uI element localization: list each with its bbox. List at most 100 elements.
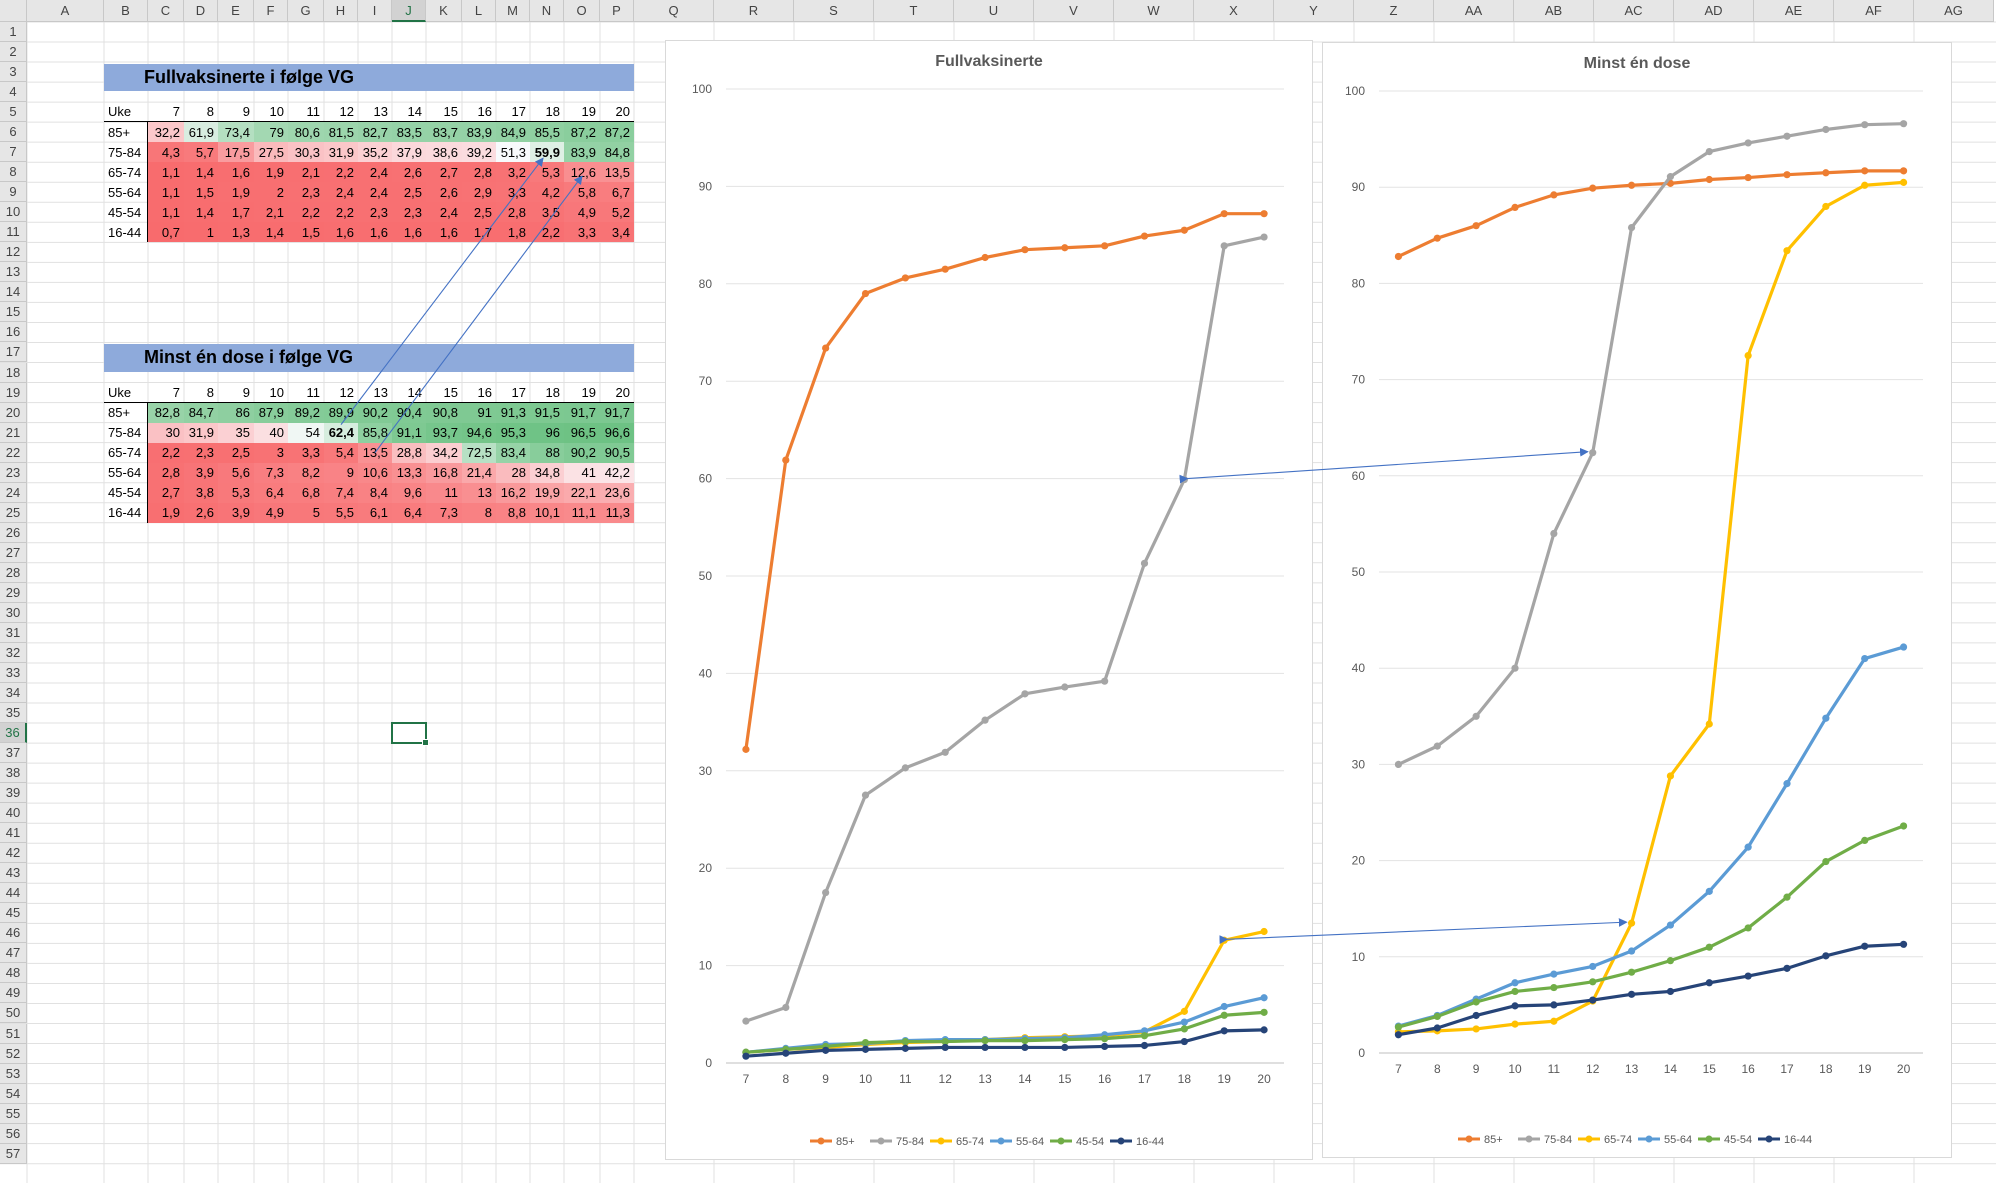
- week-header-cell[interactable]: 20: [600, 383, 634, 403]
- value-cell[interactable]: 73,4: [218, 122, 254, 143]
- data-point[interactable]: [1101, 242, 1109, 250]
- data-point[interactable]: [1899, 822, 1908, 830]
- data-point[interactable]: [1899, 643, 1908, 651]
- value-cell[interactable]: 2,6: [392, 162, 426, 183]
- row-header[interactable]: 21: [0, 422, 27, 443]
- value-cell[interactable]: 5,2: [600, 202, 634, 223]
- row-header[interactable]: 51: [0, 1023, 27, 1044]
- row-header[interactable]: 53: [0, 1063, 27, 1084]
- column-header[interactable]: AA: [1434, 0, 1514, 22]
- row-header[interactable]: 45: [0, 903, 27, 924]
- data-point[interactable]: [1394, 1031, 1403, 1039]
- data-point[interactable]: [1589, 978, 1597, 986]
- series-line-16-44[interactable]: [745, 1028, 1265, 1058]
- column-header[interactable]: U: [954, 0, 1034, 22]
- value-cell[interactable]: 3,8: [184, 482, 218, 503]
- data-point[interactable]: [1140, 232, 1149, 240]
- chart-fullvaksinerte[interactable]: Fullvaksinerte 0 10 20 30 40 50 60 70 80 90 100 7 8 9…: [665, 40, 1313, 1160]
- column-header[interactable]: J: [392, 0, 426, 22]
- value-cell[interactable]: 3,3: [288, 442, 324, 463]
- value-cell[interactable]: 2,9: [462, 182, 496, 203]
- value-cell[interactable]: 62,4: [324, 422, 358, 443]
- row-header[interactable]: 22: [0, 442, 27, 463]
- data-point[interactable]: [1021, 1043, 1029, 1052]
- value-cell[interactable]: 1,7: [218, 202, 254, 223]
- value-cell[interactable]: 89,9: [324, 402, 358, 423]
- value-cell[interactable]: 72,5: [462, 442, 496, 463]
- row-header[interactable]: 52: [0, 1043, 27, 1064]
- column-header[interactable]: AC: [1594, 0, 1674, 22]
- column-header[interactable]: AB: [1514, 0, 1594, 22]
- row-header[interactable]: 39: [0, 783, 27, 804]
- value-cell[interactable]: 2,4: [426, 202, 462, 223]
- value-cell[interactable]: 91: [462, 402, 496, 423]
- value-cell[interactable]: 41: [564, 462, 600, 483]
- age-group-label[interactable]: 85+: [104, 402, 148, 423]
- value-cell[interactable]: 81,5: [324, 122, 358, 143]
- data-point[interactable]: [941, 265, 949, 273]
- data-point[interactable]: [1666, 987, 1675, 996]
- value-cell[interactable]: 4,2: [530, 182, 564, 203]
- column-header[interactable]: L: [462, 0, 496, 22]
- row-header[interactable]: 43: [0, 863, 27, 884]
- legend-item[interactable]: 85+: [810, 1136, 855, 1148]
- data-point[interactable]: [1705, 979, 1713, 987]
- value-cell[interactable]: 5,7: [184, 142, 218, 163]
- value-cell[interactable]: 83,9: [564, 142, 600, 163]
- row-header[interactable]: 46: [0, 923, 27, 944]
- value-cell[interactable]: 11,3: [600, 502, 634, 523]
- data-point[interactable]: [1061, 683, 1069, 691]
- value-cell[interactable]: 94,6: [462, 422, 496, 443]
- value-cell[interactable]: 2,7: [148, 482, 184, 503]
- data-point[interactable]: [1511, 203, 1519, 212]
- data-point[interactable]: [742, 1052, 750, 1060]
- column-header[interactable]: H: [324, 0, 358, 22]
- column-header[interactable]: K: [426, 0, 462, 22]
- value-cell[interactable]: 88: [530, 442, 564, 463]
- value-cell[interactable]: 83,9: [462, 122, 496, 143]
- data-point[interactable]: [1783, 964, 1791, 972]
- row-header[interactable]: 50: [0, 1003, 27, 1024]
- row-header[interactable]: 11: [0, 222, 27, 243]
- row-header[interactable]: 10: [0, 202, 27, 223]
- column-header[interactable]: R: [714, 0, 794, 22]
- data-point[interactable]: [1822, 952, 1830, 960]
- row-header[interactable]: 31: [0, 622, 27, 643]
- row-header[interactable]: 23: [0, 462, 27, 483]
- value-cell[interactable]: 2,5: [392, 182, 426, 203]
- value-cell[interactable]: 6,4: [254, 482, 288, 503]
- value-cell[interactable]: 1,1: [148, 162, 184, 183]
- value-cell[interactable]: 79: [254, 122, 288, 143]
- value-cell[interactable]: 87,9: [254, 402, 288, 423]
- value-cell[interactable]: 8,2: [288, 462, 324, 483]
- value-cell[interactable]: 90,8: [426, 402, 462, 423]
- data-point[interactable]: [1472, 222, 1480, 230]
- column-header[interactable]: C: [148, 0, 184, 22]
- table-title[interactable]: Fullvaksinerte i følge VG: [104, 64, 634, 92]
- row-header[interactable]: 5: [0, 102, 27, 123]
- value-cell[interactable]: 80,6: [288, 122, 324, 143]
- legend-item[interactable]: 55-64: [1638, 1134, 1692, 1146]
- data-point[interactable]: [1744, 351, 1752, 360]
- data-point[interactable]: [1861, 654, 1869, 663]
- value-cell[interactable]: 3,4: [600, 222, 634, 243]
- value-cell[interactable]: 84,8: [600, 142, 634, 163]
- series-line-45-54[interactable]: [745, 1010, 1265, 1054]
- value-cell[interactable]: 2,6: [184, 502, 218, 523]
- data-point[interactable]: [861, 1045, 870, 1053]
- column-header[interactable]: Y: [1274, 0, 1354, 22]
- column-header[interactable]: Q: [634, 0, 714, 22]
- value-cell[interactable]: 1,5: [288, 222, 324, 243]
- data-point[interactable]: [1899, 167, 1908, 175]
- data-point[interactable]: [1783, 171, 1791, 179]
- week-header-cell[interactable]: 8: [184, 102, 218, 123]
- week-header-cell[interactable]: 15: [426, 383, 462, 403]
- week-header-cell[interactable]: 19: [564, 383, 600, 403]
- row-header[interactable]: 30: [0, 602, 27, 623]
- row-header[interactable]: 49: [0, 983, 27, 1004]
- week-header-cell[interactable]: 20: [600, 102, 634, 123]
- active-cell-selection[interactable]: [391, 722, 429, 747]
- data-point[interactable]: [1472, 1011, 1480, 1020]
- column-header[interactable]: T: [874, 0, 954, 22]
- row-header[interactable]: 41: [0, 823, 27, 844]
